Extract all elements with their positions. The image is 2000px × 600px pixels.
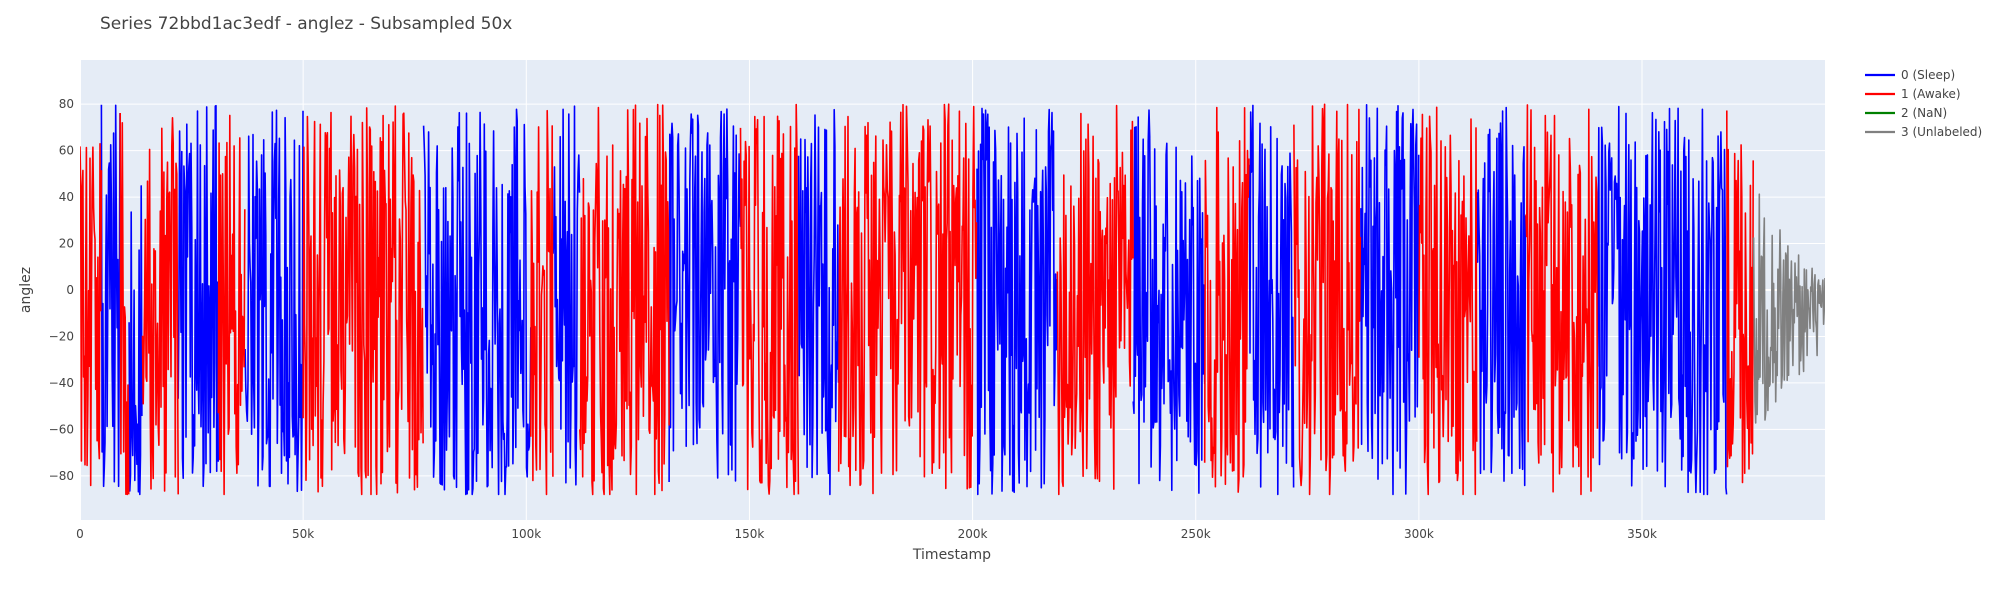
y-tick-label: −80: [49, 469, 74, 483]
y-tick-label: 0: [66, 283, 74, 297]
legend-label: 1 (Awake): [1901, 87, 1961, 101]
x-axis-title: Timestamp: [912, 547, 991, 563]
y-tick-label: −40: [49, 376, 74, 390]
series-lines: [80, 103, 1825, 496]
legend-item-2-nan[interactable]: 2 (NaN): [1865, 106, 1947, 120]
legend-item-3-unlabeled[interactable]: 3 (Unlabeled): [1865, 125, 1982, 139]
legend-label: 3 (Unlabeled): [1901, 125, 1982, 139]
x-tick-label: 200k: [958, 527, 988, 541]
legend-item-1-awake[interactable]: 1 (Awake): [1865, 87, 1961, 101]
series-line-0-sleep: [797, 108, 840, 496]
legend-label: 0 (Sleep): [1901, 68, 1955, 82]
series-line-1-awake: [1203, 106, 1250, 493]
series-line-1-awake: [837, 103, 978, 495]
series-line-1-awake: [579, 103, 670, 496]
series-line-1-awake: [1726, 110, 1754, 484]
chart-title: Series 72bbd1ac3edf - anglez - Subsample…: [100, 14, 512, 34]
legend-label: 2 (NaN): [1901, 106, 1947, 120]
series-line-1-awake: [739, 103, 800, 496]
series-line-1-awake: [217, 114, 246, 496]
y-tick-label: 60: [59, 144, 74, 158]
series-line-1-awake: [1056, 104, 1134, 496]
x-tick-label: 0: [76, 527, 84, 541]
series-line-0-sleep: [1360, 104, 1420, 496]
series-line-1-awake: [80, 143, 103, 487]
y-tick-label: 20: [59, 237, 74, 251]
series-line-0-sleep: [1132, 109, 1206, 494]
x-tick-label: 100k: [511, 527, 541, 541]
series-line-0-sleep: [128, 185, 143, 496]
x-tick-label: 250k: [1181, 527, 1211, 541]
series-line-3-unlabeled: [1752, 193, 1825, 424]
series-line-0-sleep: [422, 108, 532, 496]
series-line-1-awake: [302, 105, 424, 496]
series-line-0-sleep: [244, 109, 304, 493]
x-tick-label: 50k: [292, 527, 314, 541]
y-axis-title: anglez: [18, 267, 34, 313]
series-line-0-sleep: [552, 105, 581, 486]
legend[interactable]: 0 (Sleep) 1 (Awake) 2 (NaN) 3 (Unlabeled): [1865, 68, 1982, 139]
series-line-0-sleep: [1248, 104, 1295, 496]
y-tick-label: 40: [59, 190, 74, 204]
series-line-1-awake: [530, 109, 554, 496]
series-line-0-sleep: [177, 104, 219, 488]
y-axis-tick-labels: −80 −60 −40 −20 0 20 40 60 80: [49, 97, 74, 483]
series-line-1-awake: [141, 117, 179, 495]
series-line-1-awake: [1525, 104, 1599, 496]
series-line-0-sleep: [1476, 106, 1527, 487]
series-line-0-sleep: [100, 104, 121, 488]
x-tick-label: 150k: [735, 527, 765, 541]
series-line-1-awake: [1418, 106, 1478, 496]
x-tick-label: 300k: [1404, 527, 1434, 541]
series-line-1-awake: [1293, 103, 1362, 496]
x-axis-tick-labels: 0 50k 100k 150k 200k 250k 300k 350k: [76, 527, 1657, 541]
y-tick-label: 80: [59, 97, 74, 111]
y-tick-label: −20: [49, 329, 74, 343]
series-line-0-sleep: [1596, 105, 1728, 496]
legend-item-0-sleep[interactable]: 0 (Sleep): [1865, 68, 1955, 82]
series-line-0-sleep: [976, 107, 1058, 496]
series-line-1-awake: [119, 112, 130, 496]
x-tick-label: 350k: [1627, 527, 1657, 541]
y-tick-label: −60: [49, 422, 74, 436]
series-line-0-sleep: [668, 108, 742, 483]
